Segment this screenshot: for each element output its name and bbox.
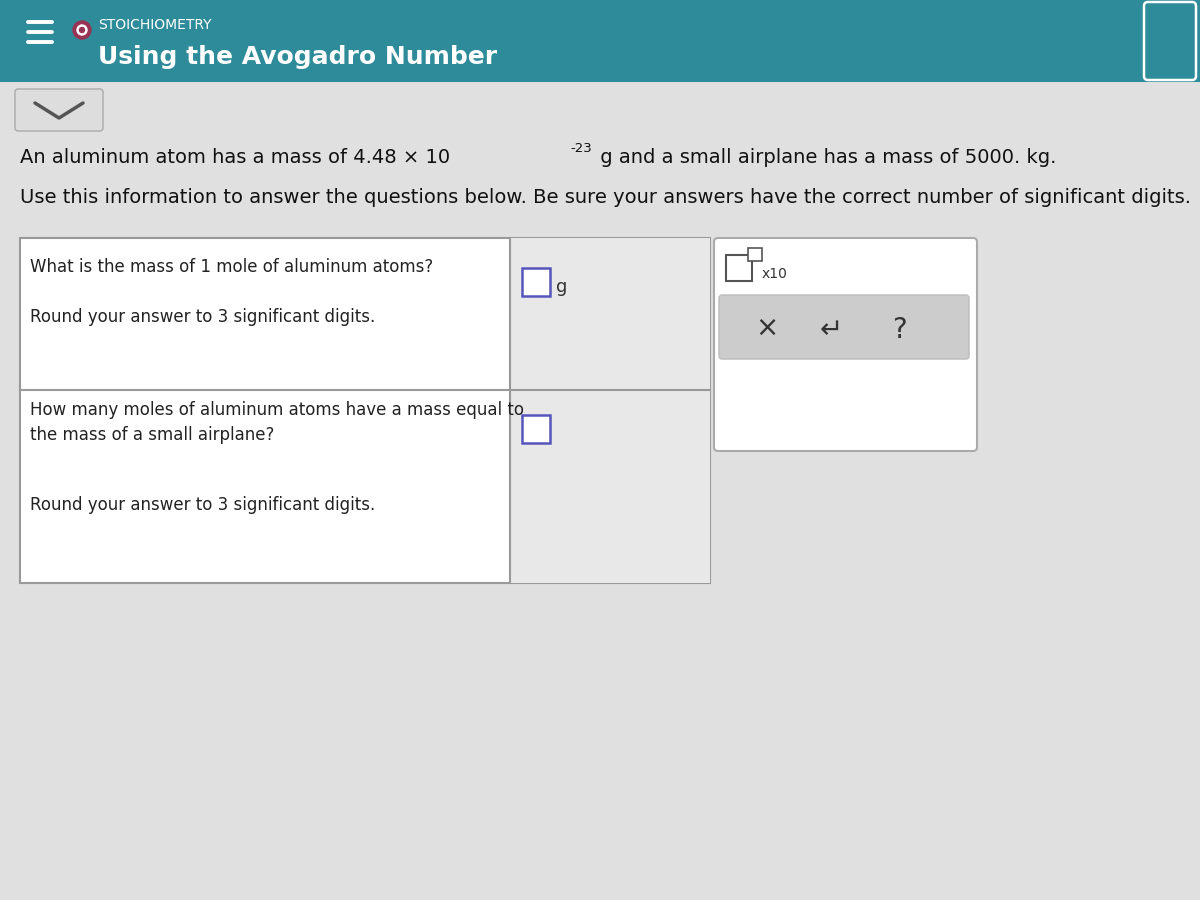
Circle shape: [73, 21, 91, 39]
Bar: [20, 238, 710, 583]
Bar: [748, 248, 762, 261]
Text: g: g: [556, 278, 568, 296]
Text: -23: -23: [570, 142, 592, 155]
Text: Use this information to answer the questions below. Be sure your answers have th: Use this information to answer the quest…: [20, 188, 1190, 207]
Circle shape: [79, 28, 84, 32]
Text: An aluminum atom has a mass of 4.48 × 10: An aluminum atom has a mass of 4.48 × 10: [20, 148, 450, 167]
Bar: [510, 390, 710, 583]
Text: Round your answer to 3 significant digits.: Round your answer to 3 significant digit…: [30, 496, 376, 514]
Text: ↵: ↵: [820, 316, 844, 344]
Text: Using the Avogadro Number: Using the Avogadro Number: [98, 45, 497, 69]
Bar: [0, 0, 1200, 82]
Circle shape: [77, 25, 88, 35]
Text: ×: ×: [755, 314, 779, 342]
Text: ?: ?: [892, 316, 907, 344]
Bar: [522, 268, 550, 296]
FancyBboxPatch shape: [14, 89, 103, 131]
Bar: [510, 238, 710, 390]
Text: the mass of a small airplane?: the mass of a small airplane?: [30, 426, 275, 444]
Text: What is the mass of 1 mole of aluminum atoms?: What is the mass of 1 mole of aluminum a…: [30, 258, 433, 276]
FancyBboxPatch shape: [719, 295, 970, 359]
Text: Round your answer to 3 significant digits.: Round your answer to 3 significant digit…: [30, 308, 376, 326]
Text: g and a small airplane has a mass of 5000. kg.: g and a small airplane has a mass of 500…: [594, 148, 1056, 167]
Bar: [726, 255, 752, 281]
Bar: [522, 415, 550, 443]
FancyBboxPatch shape: [714, 238, 977, 451]
Text: How many moles of aluminum atoms have a mass equal to: How many moles of aluminum atoms have a …: [30, 401, 524, 419]
Text: x10: x10: [762, 267, 788, 281]
Text: STOICHIOMETRY: STOICHIOMETRY: [98, 18, 211, 32]
